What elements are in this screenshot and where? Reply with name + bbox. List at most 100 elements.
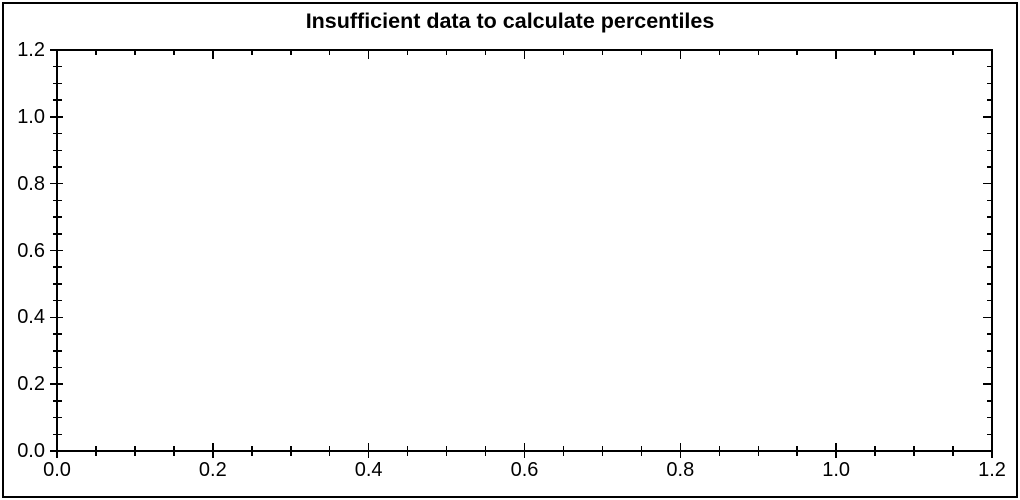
y-minor-tick bbox=[52, 416, 62, 419]
x-minor-tick bbox=[757, 446, 759, 456]
x-tick-label: 0.4 bbox=[354, 459, 383, 481]
y-minor-tick bbox=[52, 166, 62, 168]
top-minor-tick bbox=[406, 50, 409, 55]
x-minor-tick bbox=[290, 446, 292, 456]
y-minor-tick bbox=[52, 82, 62, 85]
right-major-tick bbox=[983, 116, 992, 118]
right-minor-tick bbox=[987, 199, 992, 202]
x-minor-tick bbox=[718, 446, 721, 456]
right-minor-tick bbox=[987, 299, 992, 302]
y-minor-tick bbox=[52, 283, 62, 285]
y-minor-tick bbox=[52, 216, 62, 218]
y-minor-tick bbox=[52, 199, 62, 202]
top-minor-tick bbox=[484, 50, 487, 55]
x-tick-label: 0.8 bbox=[666, 459, 695, 481]
x-major-tick bbox=[679, 443, 682, 458]
top-minor-tick bbox=[173, 50, 175, 55]
top-major-tick bbox=[835, 50, 837, 59]
x-minor-tick bbox=[874, 446, 876, 456]
y-tick-label: 0.4 bbox=[17, 306, 45, 329]
y-major-tick bbox=[50, 316, 63, 319]
y-tick-label: 1.2 bbox=[17, 39, 45, 61]
y-major-tick bbox=[50, 450, 63, 452]
x-minor-tick bbox=[406, 446, 409, 456]
right-minor-tick bbox=[987, 166, 992, 168]
top-major-tick bbox=[56, 50, 58, 59]
y-tick-label: 0.0 bbox=[17, 440, 45, 462]
x-minor-tick bbox=[601, 446, 604, 456]
y-minor-tick bbox=[52, 132, 62, 135]
top-minor-tick bbox=[251, 50, 253, 55]
x-minor-tick bbox=[484, 446, 487, 456]
top-major-tick bbox=[679, 50, 682, 59]
x-major-tick bbox=[212, 443, 214, 458]
top-minor-tick bbox=[718, 50, 721, 55]
top-minor-tick bbox=[796, 50, 798, 55]
right-major-tick bbox=[983, 450, 992, 452]
plot-area bbox=[50, 49, 993, 458]
right-minor-tick bbox=[987, 283, 992, 285]
top-major-tick bbox=[212, 50, 214, 59]
top-minor-tick bbox=[952, 50, 954, 55]
x-minor-tick bbox=[328, 446, 331, 456]
y-major-tick bbox=[50, 383, 63, 385]
x-minor-tick bbox=[95, 446, 97, 456]
x-tick-label: 0.6 bbox=[510, 459, 539, 481]
right-minor-tick bbox=[987, 416, 992, 419]
right-major-tick bbox=[983, 316, 992, 319]
right-minor-tick bbox=[987, 333, 992, 335]
y-minor-tick bbox=[52, 233, 62, 235]
right-minor-tick bbox=[987, 366, 992, 369]
top-minor-tick bbox=[562, 50, 565, 55]
x-minor-tick bbox=[562, 446, 565, 456]
y-tick-label: 0.2 bbox=[17, 373, 45, 396]
right-minor-tick bbox=[987, 99, 992, 101]
top-minor-tick bbox=[95, 50, 97, 55]
x-minor-tick bbox=[952, 446, 954, 456]
y-minor-tick bbox=[52, 149, 62, 151]
top-minor-tick bbox=[640, 50, 643, 55]
top-minor-tick bbox=[757, 50, 759, 55]
x-major-tick bbox=[991, 443, 993, 458]
top-minor-tick bbox=[134, 50, 136, 55]
x-minor-tick bbox=[445, 446, 448, 456]
right-minor-tick bbox=[987, 400, 992, 402]
x-minor-tick bbox=[251, 446, 253, 456]
y-major-tick bbox=[50, 182, 63, 185]
right-major-tick bbox=[983, 49, 992, 51]
right-minor-tick bbox=[987, 266, 992, 268]
y-tick-label: 1.0 bbox=[17, 105, 45, 128]
right-minor-tick bbox=[987, 149, 992, 151]
y-tick-label: 0.8 bbox=[17, 172, 45, 195]
x-major-tick bbox=[367, 443, 370, 458]
x-minor-tick bbox=[913, 446, 915, 456]
top-minor-tick bbox=[328, 50, 331, 55]
y-minor-tick bbox=[52, 266, 62, 268]
right-minor-tick bbox=[987, 433, 992, 436]
x-minor-tick bbox=[173, 446, 175, 456]
y-minor-tick bbox=[52, 400, 62, 402]
right-minor-tick bbox=[987, 132, 992, 135]
y-major-tick bbox=[50, 116, 63, 118]
y-minor-tick bbox=[52, 366, 62, 369]
right-minor-tick bbox=[987, 350, 992, 352]
right-major-tick bbox=[983, 182, 992, 185]
y-minor-tick bbox=[52, 299, 62, 302]
right-minor-tick bbox=[987, 82, 992, 85]
y-tick-label: 0.6 bbox=[17, 239, 45, 262]
x-tick-label: 1.2 bbox=[978, 459, 1006, 481]
y-minor-tick bbox=[52, 350, 62, 352]
y-minor-tick bbox=[52, 65, 62, 68]
right-minor-tick bbox=[987, 65, 992, 68]
right-minor-tick bbox=[987, 216, 992, 218]
x-minor-tick bbox=[134, 446, 136, 456]
x-minor-tick bbox=[640, 446, 643, 456]
top-minor-tick bbox=[874, 50, 876, 55]
top-minor-tick bbox=[445, 50, 448, 55]
top-major-tick bbox=[991, 50, 993, 59]
x-minor-tick bbox=[796, 446, 798, 456]
y-minor-tick bbox=[52, 99, 62, 101]
top-major-tick bbox=[367, 50, 370, 59]
top-major-tick bbox=[523, 50, 526, 59]
